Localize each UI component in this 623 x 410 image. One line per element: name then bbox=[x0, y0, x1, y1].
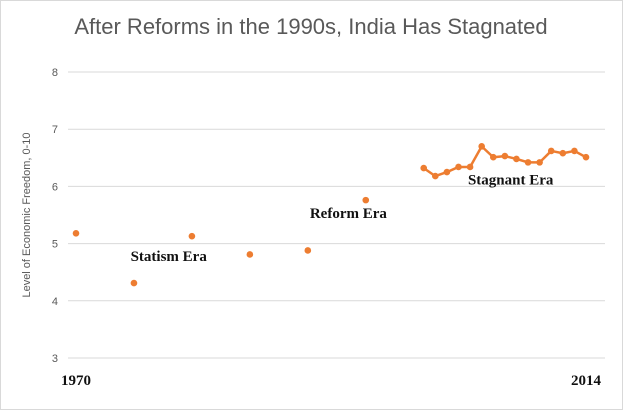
data-point bbox=[478, 143, 485, 150]
x-tick-label: 1970 bbox=[61, 373, 91, 389]
data-point bbox=[130, 279, 138, 287]
data-point bbox=[362, 196, 370, 204]
y-axis-label: Level of Economic Freedom, 0-10 bbox=[21, 132, 33, 297]
y-tick-label: 6 bbox=[52, 181, 58, 193]
data-point bbox=[455, 163, 462, 171]
data-point bbox=[536, 159, 543, 166]
data-point bbox=[501, 152, 509, 160]
data-point bbox=[547, 147, 555, 155]
data-point bbox=[72, 230, 80, 237]
y-tick-label: 3 bbox=[52, 353, 58, 365]
data-point bbox=[571, 147, 578, 155]
chart-title: After Reforms in the 1990s, India Has St… bbox=[74, 14, 547, 39]
data-point bbox=[524, 159, 532, 166]
y-tick-label: 8 bbox=[52, 67, 58, 79]
y-tick-label: 7 bbox=[52, 124, 58, 136]
era-annotation: Reform Era bbox=[310, 206, 388, 222]
data-point bbox=[188, 232, 196, 240]
data-point bbox=[582, 153, 590, 161]
data-point bbox=[443, 168, 451, 176]
data-point bbox=[246, 251, 254, 258]
x-tick-label: 2014 bbox=[571, 373, 602, 389]
era-annotation: Stagnant Era bbox=[468, 173, 554, 189]
y-tick-label: 5 bbox=[52, 239, 58, 251]
data-point bbox=[304, 247, 312, 254]
data-point bbox=[489, 153, 497, 161]
data-point bbox=[432, 172, 439, 180]
data-point bbox=[466, 163, 474, 171]
data-point bbox=[420, 164, 428, 172]
data-point bbox=[513, 155, 520, 163]
era-annotation: Statism Era bbox=[131, 249, 208, 265]
data-point bbox=[559, 149, 567, 157]
y-tick-label: 4 bbox=[52, 296, 58, 308]
